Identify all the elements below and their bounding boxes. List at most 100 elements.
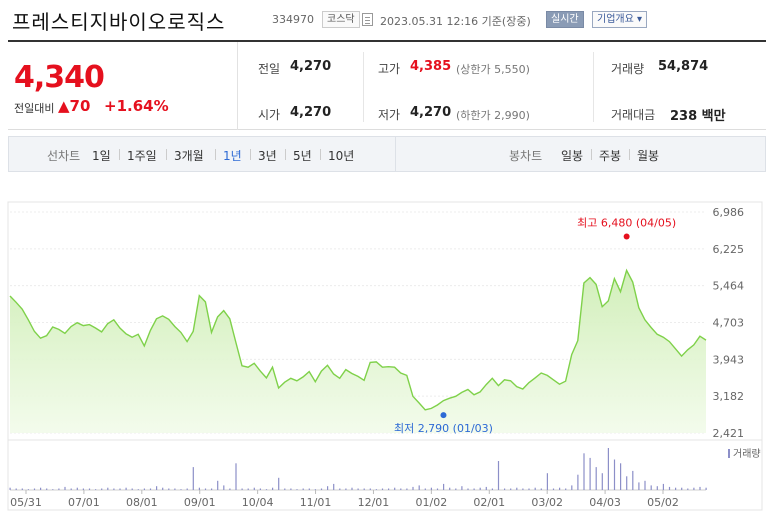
x-tick-label: 08/01 — [126, 496, 158, 509]
volume-bar — [95, 489, 97, 490]
period-1y[interactable]: 1년 — [223, 149, 242, 163]
volume-bar — [33, 488, 36, 490]
volume-bar — [174, 488, 176, 490]
volume-bar — [638, 482, 640, 490]
period-separator — [250, 149, 251, 160]
volume-bar — [443, 483, 445, 490]
min-point — [440, 412, 447, 419]
volume-bar — [418, 485, 420, 490]
diff-label: 전일대비 — [14, 102, 55, 115]
volume-bar — [21, 488, 23, 490]
volume-bar — [491, 488, 493, 490]
current-price: 4,340 — [14, 60, 105, 95]
x-tick-label: 04/03 — [589, 496, 621, 509]
period-10y[interactable]: 10년 — [328, 149, 355, 163]
volume-bar — [198, 487, 200, 490]
company-name: 프레스티지바이오로직스 — [12, 10, 226, 34]
volume-bar — [107, 487, 109, 490]
volume-bar — [565, 488, 567, 490]
y-tick-label: 3,182 — [713, 390, 745, 403]
volume-bar — [119, 488, 121, 490]
volume-bar — [699, 486, 701, 490]
volume-bar — [681, 487, 683, 490]
period-5y[interactable]: 5년 — [293, 149, 312, 163]
stock-code: 334970 — [272, 13, 314, 26]
y-tick-label: 2,421 — [713, 427, 745, 440]
x-tick-label: 05/31 — [10, 496, 42, 509]
volume-bar — [149, 488, 152, 490]
period-separator — [629, 149, 630, 160]
volume-bar — [64, 486, 66, 490]
period-1d[interactable]: 1일 — [92, 149, 111, 163]
diff-percent: +1.64% — [104, 97, 169, 115]
volume-bar — [607, 448, 609, 490]
price-line — [9, 268, 707, 411]
open-label: 시가 — [258, 108, 281, 122]
volume-bar — [113, 488, 115, 490]
volume-bar — [308, 488, 310, 490]
volume-bar — [101, 488, 103, 490]
volume-bar — [259, 488, 261, 490]
volume-bar — [180, 489, 182, 490]
volume-bar — [253, 487, 255, 490]
amount-label: 거래대금 — [611, 108, 656, 122]
price-chart: 6,986 6,225 5,464 4,703 3,943 3,182 2,421 최고 6,… — [7, 201, 763, 511]
volume-bar — [552, 488, 555, 490]
period-3m[interactable]: 3개월 — [174, 149, 204, 163]
volume-bar — [211, 488, 213, 490]
volume-bar — [15, 488, 17, 490]
volume-bar — [534, 487, 536, 490]
volume-bar — [265, 489, 268, 490]
period-3y[interactable]: 3년 — [258, 149, 277, 163]
candle-daily[interactable]: 일봉 — [561, 149, 584, 163]
volume-bar — [473, 488, 475, 490]
volume-bar — [9, 487, 11, 490]
x-tick-label: 10/04 — [242, 496, 274, 509]
volume-bar — [223, 485, 225, 490]
stock-header: 프레스티지바이오로직스 334970 코스닥 2023.05.31 12:16 … — [0, 0, 766, 38]
volume-bar — [662, 483, 664, 490]
volume-bar — [162, 487, 164, 490]
y-tick-label: 6,986 — [713, 206, 745, 219]
volume-bar — [314, 489, 316, 490]
company-info-dropdown[interactable]: 기업개요 ▾ — [592, 11, 647, 28]
volume-bar — [424, 488, 426, 490]
volume-bar — [369, 488, 371, 490]
period-separator — [215, 149, 216, 160]
volume-bar — [27, 489, 29, 490]
volume-bar — [601, 473, 603, 490]
candle-chart-label: 봉차트 — [509, 149, 543, 163]
volume-bar — [40, 487, 42, 490]
volume-bar — [406, 488, 408, 490]
volume-bar — [125, 487, 127, 490]
volume-bar — [229, 488, 231, 490]
low-value: 4,270 — [410, 105, 452, 120]
volume-bar — [339, 488, 341, 490]
volume-bar — [388, 488, 390, 490]
volume-bar — [650, 485, 652, 490]
volume-bar — [363, 488, 365, 490]
column-divider — [593, 52, 594, 122]
x-tick-label: 01/02 — [416, 496, 448, 509]
volume-bar — [247, 488, 249, 490]
high-value: 4,385 — [410, 59, 452, 74]
volume-bar — [296, 489, 298, 490]
volume-bar — [412, 486, 414, 490]
candle-weekly[interactable]: 주봉 — [599, 149, 622, 163]
y-tick-label: 5,464 — [713, 280, 745, 293]
volume-bar — [461, 486, 463, 490]
realtime-button[interactable]: 실시간 — [546, 11, 584, 28]
x-tick-label: 07/01 — [68, 496, 100, 509]
period-1w[interactable]: 1주일 — [127, 149, 157, 163]
volume-bar — [546, 473, 548, 490]
volume-bar — [430, 487, 432, 490]
volume-bar — [467, 488, 469, 490]
chart-frame — [7, 201, 763, 511]
volume-bar — [290, 488, 292, 490]
volume-bar — [436, 488, 439, 490]
volume-bar — [510, 488, 512, 490]
candle-monthly[interactable]: 월봉 — [637, 149, 660, 163]
period-bar: 선차트 1일 1주일 3개월 1년 3년 5년 10년 봉차트 일봉 주봉 월봉 — [8, 136, 766, 172]
volume-bar — [644, 480, 646, 490]
lower-limit: (하한가 2,990) — [456, 109, 530, 122]
